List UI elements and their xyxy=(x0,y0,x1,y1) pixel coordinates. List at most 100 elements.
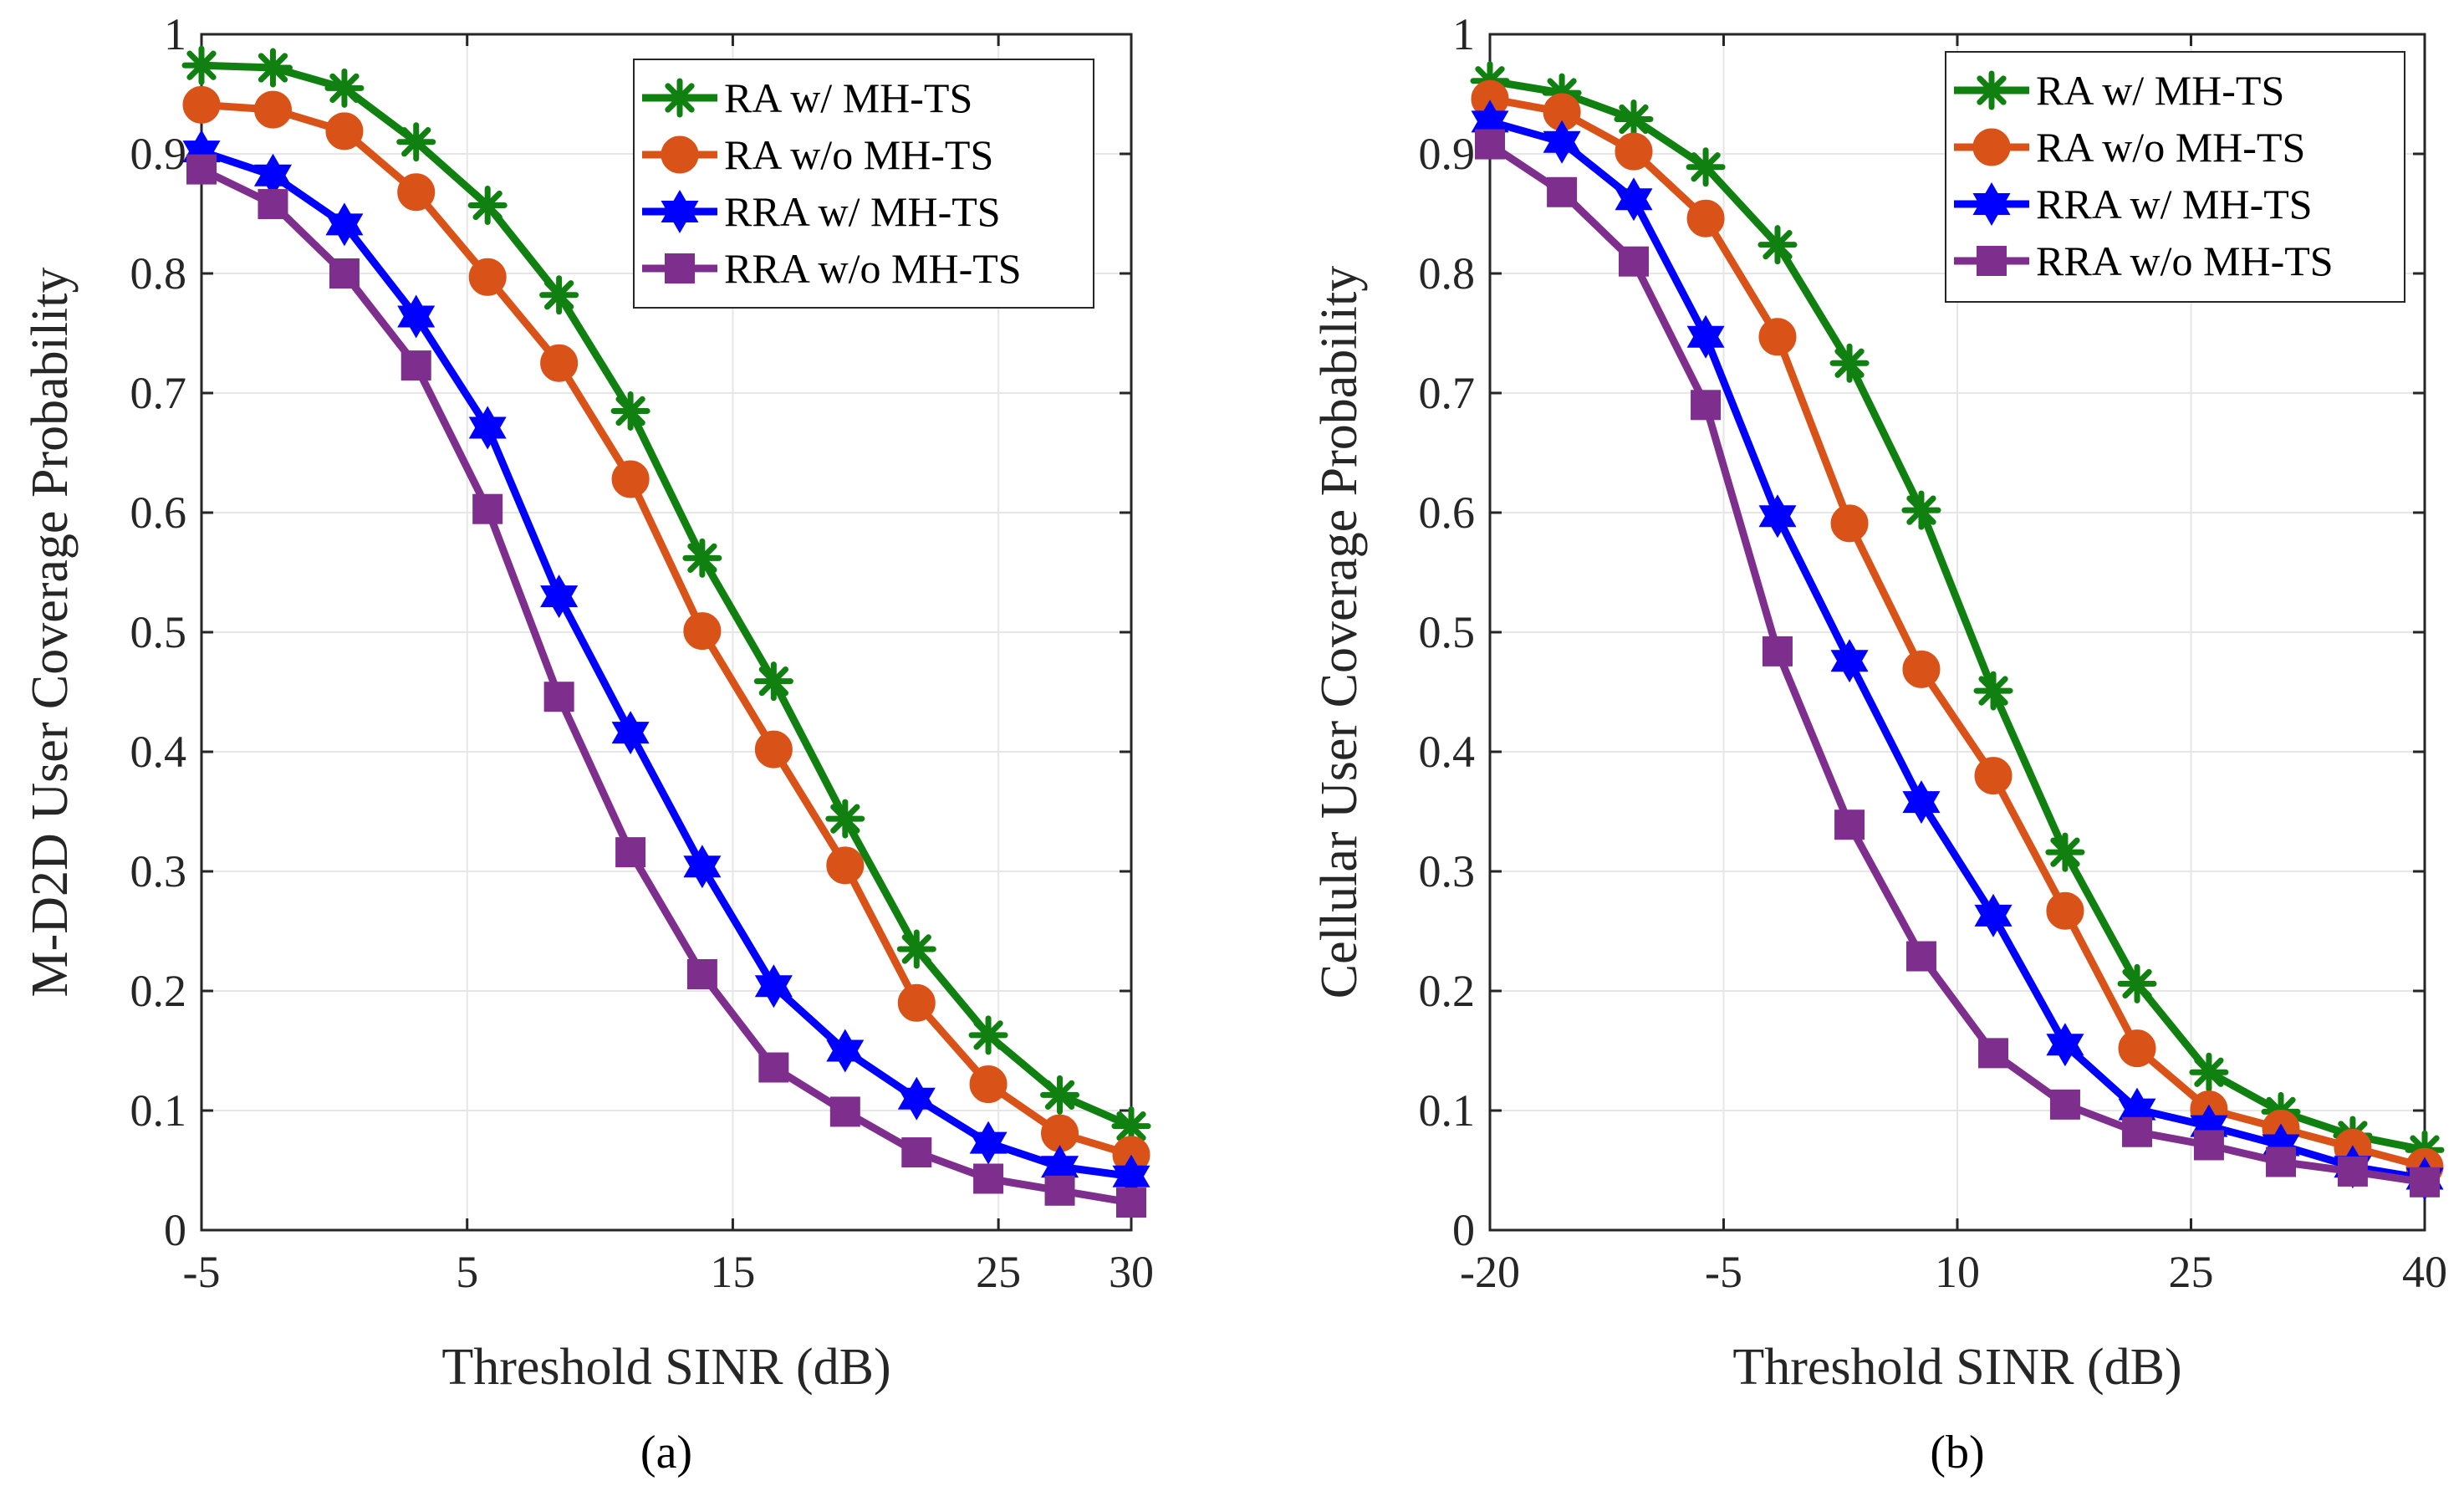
data-point xyxy=(1615,177,1653,222)
legend-marker xyxy=(660,78,700,118)
hexagram-part xyxy=(1615,188,1653,222)
y-tick-label: 0.3 xyxy=(130,846,187,896)
panel-caption: (b) xyxy=(1930,1427,1984,1478)
data-point xyxy=(253,153,292,197)
data-point xyxy=(615,837,646,868)
data-point xyxy=(611,711,650,755)
legend-entry: RRA w/ MH-TS xyxy=(1954,181,2313,227)
y-tick-label: 0.2 xyxy=(1419,966,1476,1016)
asterisk-stroke xyxy=(1044,1080,1075,1111)
data-point xyxy=(1040,1075,1080,1115)
data-point xyxy=(2337,1156,2368,1187)
data-point xyxy=(1112,1154,1150,1198)
asterisk-stroke xyxy=(258,53,288,83)
data-point xyxy=(1829,343,1870,383)
hexagram-part xyxy=(661,201,699,233)
legend-marker xyxy=(1972,128,2011,166)
asterisk-stroke xyxy=(830,804,860,834)
x-tick-label: 15 xyxy=(710,1247,755,1297)
legend-marker xyxy=(661,190,699,233)
data-point xyxy=(324,68,365,108)
data-point xyxy=(325,112,364,151)
panel-caption: (a) xyxy=(640,1427,692,1478)
asterisk-stroke xyxy=(1691,152,1721,182)
data-point xyxy=(472,493,503,524)
data-point xyxy=(329,258,360,289)
data-point xyxy=(181,45,222,85)
hexagram-part xyxy=(1471,110,1509,144)
y-tick-label: 0.2 xyxy=(130,966,187,1016)
y-tick-label: 0 xyxy=(1452,1205,1475,1255)
y-tick-label: 0 xyxy=(164,1205,186,1255)
data-point xyxy=(1830,504,1869,543)
series-ra-w-o-mh-ts xyxy=(182,85,1150,1174)
data-point xyxy=(969,1065,1008,1104)
hexagram-part xyxy=(683,855,722,889)
data-point xyxy=(2118,1087,2156,1131)
y-tick-label: 0.1 xyxy=(130,1085,187,1136)
asterisk-stroke xyxy=(1978,676,2008,706)
data-point xyxy=(829,1096,860,1127)
hexagram-part xyxy=(2118,1098,2156,1131)
y-tick-label: 0.3 xyxy=(1419,846,1476,896)
data-point xyxy=(2189,1052,2229,1092)
asterisk-stroke xyxy=(186,50,217,80)
asterisk-stroke xyxy=(758,666,788,697)
data-point xyxy=(1902,780,1941,825)
series-rra-w-o-mh-ts xyxy=(1475,129,2440,1197)
legend-marker xyxy=(1972,182,2011,226)
data-point xyxy=(2045,832,2085,872)
data-point xyxy=(758,1052,789,1083)
legend-label: RRA w/o MH-TS xyxy=(2036,237,2334,284)
legend-entry: RA w/o MH-TS xyxy=(1954,124,2305,171)
series-rra-w-mh-ts xyxy=(182,130,1150,1198)
data-point xyxy=(826,846,865,885)
asterisk-stroke xyxy=(1977,75,2007,105)
legend-label: RRA w/o MH-TS xyxy=(724,245,1022,292)
hexagram-part xyxy=(1543,130,1581,164)
data-point xyxy=(1834,809,1865,840)
data-point xyxy=(396,122,436,162)
data-point xyxy=(253,48,293,88)
data-point xyxy=(1618,246,1649,277)
legend-entry: RRA w/ MH-TS xyxy=(642,188,1001,235)
data-point xyxy=(1901,490,1941,530)
y-axis-label: M-D2D User Coverage Probability xyxy=(22,268,79,998)
hexagram-part xyxy=(1041,1156,1079,1189)
y-tick-label: 0.7 xyxy=(1419,368,1476,418)
data-point xyxy=(540,574,579,619)
data-point xyxy=(968,1015,1008,1055)
data-point xyxy=(1973,671,2013,711)
hexagram-part xyxy=(253,164,292,197)
hexagram-part xyxy=(397,305,436,339)
data-point xyxy=(468,406,507,450)
hexagram-part xyxy=(754,975,793,1009)
asterisk-stroke xyxy=(2050,837,2080,867)
y-tick-label: 0.9 xyxy=(1419,129,1476,179)
hexagram-part xyxy=(1686,325,1725,359)
x-tick-label: 40 xyxy=(2402,1247,2447,1297)
series-ra-w-mh-ts xyxy=(181,45,1151,1146)
hexagram-part xyxy=(1758,505,1797,539)
data-point xyxy=(901,1137,932,1168)
y-tick-label: 1 xyxy=(1452,9,1475,59)
data-point xyxy=(2046,891,2084,930)
hexagram-part xyxy=(540,585,579,619)
data-point xyxy=(397,294,436,339)
legend-entry: RA w/ MH-TS xyxy=(642,74,972,121)
data-point xyxy=(682,538,722,578)
data-point xyxy=(2122,1116,2153,1147)
data-point xyxy=(1974,757,2013,795)
y-tick-label: 0.9 xyxy=(130,129,187,179)
data-point xyxy=(754,964,793,1009)
hexagram-part xyxy=(1902,791,1941,825)
hexagram-part xyxy=(611,722,650,755)
data-point xyxy=(253,90,292,129)
data-point xyxy=(1614,100,1654,140)
data-point xyxy=(1475,129,1505,160)
data-point xyxy=(1905,941,1936,972)
hexagram-part xyxy=(468,416,507,450)
y-tick-label: 1 xyxy=(164,9,186,59)
asterisk-stroke xyxy=(472,190,502,221)
